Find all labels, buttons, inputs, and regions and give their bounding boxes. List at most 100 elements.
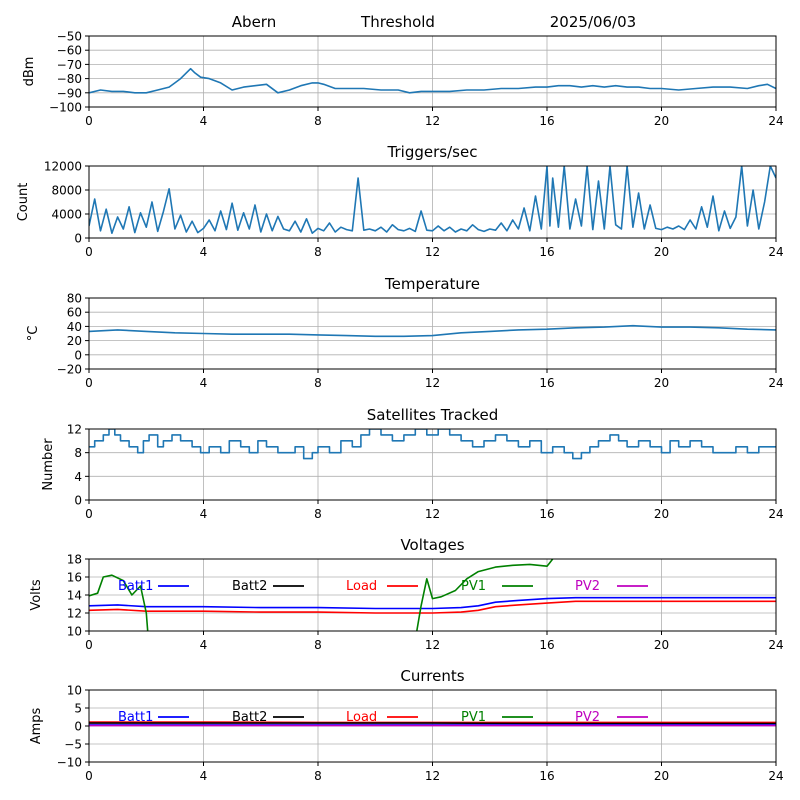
series-group xyxy=(89,166,776,234)
x-tick-label: 0 xyxy=(85,245,93,259)
chart-triggers: 0 4 8 12 16 20 24 0 4000 8000 12000 Triggers/sec Cou… xyxy=(16,143,784,259)
legend-label: PV2 xyxy=(575,710,600,725)
y-axis-label: Number xyxy=(41,438,56,491)
y-tick-label: 8000 xyxy=(51,184,82,198)
series-line-rssi-0 xyxy=(89,67,776,94)
x-tick-label: 24 xyxy=(768,638,783,652)
series-line-triggers-0 xyxy=(89,166,776,234)
x-tick-label: 16 xyxy=(539,114,554,128)
x-tick-label: 4 xyxy=(200,638,208,652)
header-date: 2025/06/03 xyxy=(550,13,636,31)
x-tick-label: 12 xyxy=(425,769,440,783)
x-tick-label: 0 xyxy=(85,376,93,390)
series-line-voltages-0 xyxy=(89,596,776,610)
x-tick-label: 20 xyxy=(654,638,669,652)
x-tick-label: 24 xyxy=(768,376,783,390)
y-tick-label: −70 xyxy=(57,58,82,72)
series-group xyxy=(89,67,776,94)
x-tick-label: 20 xyxy=(654,114,669,128)
chart-satellites: 0 4 8 12 16 20 24 0 4 8 12 Satellites Tracked Number xyxy=(41,406,784,521)
x-tick-label: 4 xyxy=(200,245,208,259)
chart-voltages: 0 4 8 12 16 20 24 10 12 14 16 18 Voltages Volts Batt1 B… xyxy=(29,536,784,652)
x-tick-label: 20 xyxy=(654,507,669,521)
x-tick-label: 20 xyxy=(654,376,669,390)
y-tick-label: −90 xyxy=(57,86,82,100)
x-tick-label: 12 xyxy=(425,245,440,259)
x-tick-label: 8 xyxy=(314,638,322,652)
x-tick-label: 16 xyxy=(539,507,554,521)
x-tick-label: 24 xyxy=(768,769,783,783)
x-tick-label: 12 xyxy=(425,507,440,521)
y-tick-label: 4000 xyxy=(51,208,82,222)
x-tick-label: 20 xyxy=(654,769,669,783)
series-line-voltages-2 xyxy=(89,574,149,631)
y-tick-label: 10 xyxy=(67,684,82,698)
x-tick-label: 8 xyxy=(314,507,322,521)
legend-label: Batt1 xyxy=(118,710,153,725)
x-tick-label: 8 xyxy=(314,769,322,783)
x-tick-label: 16 xyxy=(539,376,554,390)
y-tick-label: 12 xyxy=(67,607,82,621)
x-tick-label: 24 xyxy=(768,507,783,521)
chart-currents: 0 4 8 12 16 20 24 −10 −5 0 5 10 Currents Amps Batt1 Bat… xyxy=(29,667,784,783)
x-tick-label: 16 xyxy=(539,769,554,783)
series-group xyxy=(89,324,776,338)
legend-label: Batt1 xyxy=(118,579,153,594)
x-tick-label: 20 xyxy=(654,245,669,259)
header-label: Threshold xyxy=(360,13,435,31)
y-tick-label: 20 xyxy=(67,334,82,348)
y-axis-label: dBm xyxy=(22,57,37,87)
x-tick-label: 0 xyxy=(85,638,93,652)
y-tick-label: −80 xyxy=(57,72,82,86)
x-tick-label: 24 xyxy=(768,114,783,128)
y-tick-label: 12000 xyxy=(44,160,82,174)
series-line-temperature-0 xyxy=(89,324,776,338)
y-tick-label: −10 xyxy=(57,756,82,770)
y-tick-label: 40 xyxy=(67,320,82,334)
x-tick-label: 24 xyxy=(768,245,783,259)
x-tick-label: 8 xyxy=(314,376,322,390)
x-tick-label: 8 xyxy=(314,245,322,259)
x-tick-label: 4 xyxy=(200,769,208,783)
series-group xyxy=(89,429,776,460)
y-tick-label: −60 xyxy=(57,44,82,58)
y-tick-label: 10 xyxy=(67,625,82,639)
series-line-satellites-0 xyxy=(89,429,776,460)
y-axis-label: °C xyxy=(26,326,41,342)
y-tick-label: 16 xyxy=(67,571,82,585)
x-tick-label: 16 xyxy=(539,245,554,259)
y-tick-label: 4 xyxy=(74,470,82,484)
x-tick-label: 12 xyxy=(425,114,440,128)
chart-title: Triggers/sec xyxy=(387,143,478,161)
legend-label: Load xyxy=(346,579,377,594)
y-tick-label: 18 xyxy=(67,553,82,567)
legend-label: PV1 xyxy=(461,579,486,594)
header-site: Abern xyxy=(232,13,276,31)
y-tick-label: 12 xyxy=(67,423,82,437)
chart-title: Voltages xyxy=(400,536,464,554)
chart-title: Currents xyxy=(400,667,464,685)
x-tick-label: 12 xyxy=(425,376,440,390)
y-tick-label: 80 xyxy=(67,292,82,306)
x-tick-label: 4 xyxy=(200,376,208,390)
y-tick-label: 14 xyxy=(67,589,82,603)
y-axis-label: Volts xyxy=(29,579,44,611)
y-tick-label: 0 xyxy=(74,348,82,362)
y-tick-label: 0 xyxy=(74,232,82,246)
y-tick-label: −20 xyxy=(57,363,82,377)
x-tick-label: 4 xyxy=(200,114,208,128)
x-tick-label: 0 xyxy=(85,769,93,783)
y-axis-label: Count xyxy=(16,183,31,222)
y-tick-label: −5 xyxy=(64,738,82,752)
x-tick-label: 12 xyxy=(425,638,440,652)
y-tick-label: 8 xyxy=(74,446,82,460)
legend-label: Load xyxy=(346,710,377,725)
legend-label: Batt2 xyxy=(232,579,267,594)
y-tick-label: −50 xyxy=(57,30,82,44)
x-tick-label: 8 xyxy=(314,114,322,128)
series-line-voltages-3 xyxy=(416,559,554,631)
chart-title: Satellites Tracked xyxy=(367,406,498,424)
x-tick-label: 0 xyxy=(85,114,93,128)
x-tick-label: 0 xyxy=(85,507,93,521)
